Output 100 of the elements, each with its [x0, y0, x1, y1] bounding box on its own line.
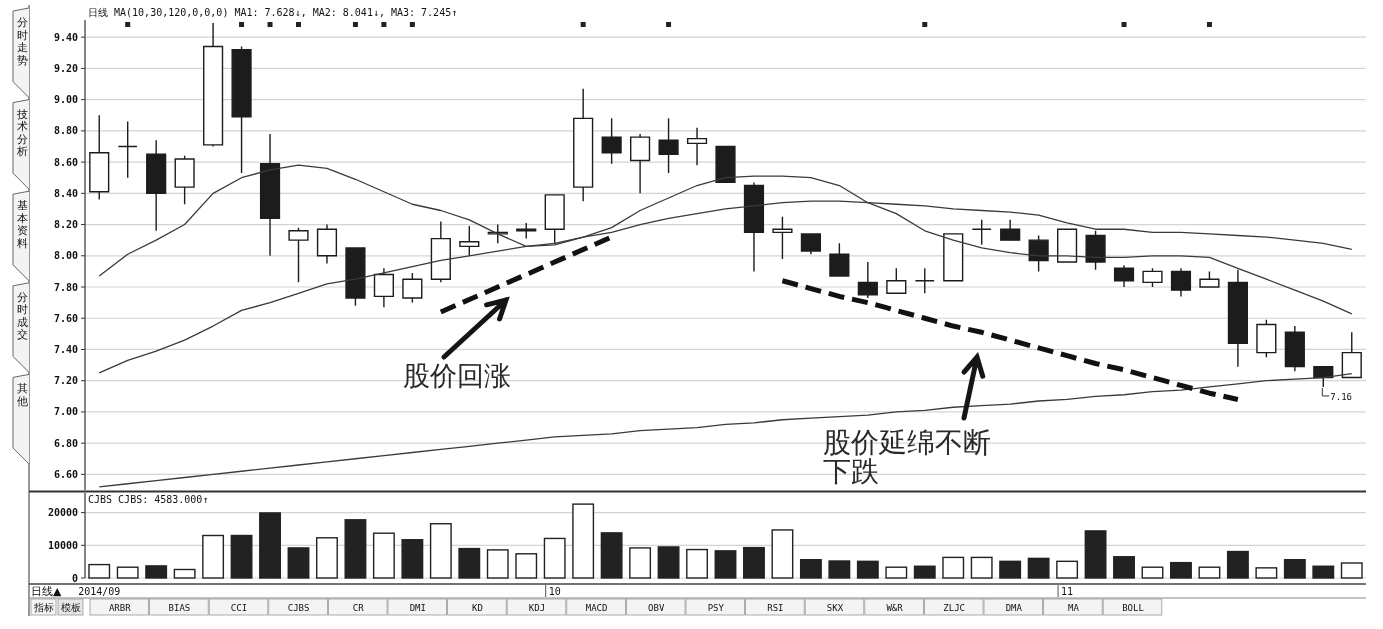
text: CR [352, 603, 365, 613]
annotation: 7.16 [1330, 391, 1352, 402]
y-tick-label: 7.80 [53, 281, 78, 293]
candlestick [772, 216, 793, 260]
candlestick [430, 220, 451, 284]
candlestick [857, 261, 878, 299]
y-tick-label: 10000 [47, 539, 78, 551]
text: BOLL [1122, 603, 1144, 613]
chart-title: 日线 MA(10,30,120,0,0,0) MA1: 7.628↓, MA2: 8.041↓, MA3: 7.245↑ [88, 7, 458, 18]
text: 基本资料 [16, 199, 28, 250]
candlestick [886, 267, 907, 294]
candlestick [345, 247, 366, 307]
y-tick-label: 0 [71, 572, 78, 584]
bar [1255, 567, 1278, 579]
text: PSY [707, 603, 725, 613]
bar [429, 523, 452, 579]
text: MACD [585, 603, 608, 613]
candlestick [1028, 234, 1049, 273]
candlestick [459, 225, 480, 257]
x-tick-label: 2014/09 [78, 586, 121, 597]
y-tick-label: 9.20 [53, 62, 78, 74]
text: KDJ [528, 603, 546, 613]
text: CCI [230, 603, 248, 613]
x-tick-label: 11 [1061, 586, 1074, 597]
bar [401, 539, 424, 579]
bar [230, 534, 253, 579]
text: CJBS [287, 603, 310, 613]
candlestick [630, 133, 651, 195]
text: ARBR [108, 603, 132, 613]
candlestick [402, 272, 423, 304]
bar [799, 558, 822, 579]
y-tick-label: 8.80 [53, 125, 78, 137]
bar [543, 537, 566, 579]
candlestick [1170, 267, 1192, 298]
bar [316, 537, 338, 579]
candlestick [117, 120, 138, 179]
text: SKX [826, 603, 844, 613]
candlestick [1142, 267, 1163, 288]
bar [970, 556, 993, 579]
bar [856, 560, 879, 579]
candlestick [1057, 228, 1078, 263]
bar [372, 532, 395, 579]
candlestick [715, 145, 736, 184]
text: RSI [767, 603, 784, 613]
candlestick [1085, 230, 1106, 271]
y-tick-label: 8.20 [53, 219, 78, 231]
bar [1056, 560, 1079, 579]
candlestick [573, 88, 594, 202]
candlestick [914, 267, 935, 294]
bar [942, 556, 965, 579]
text: W&R [886, 603, 904, 613]
bar [145, 565, 168, 579]
bar [600, 532, 623, 579]
bar [1113, 556, 1135, 579]
candlestick [1113, 264, 1135, 288]
candlestick [1000, 219, 1021, 241]
candlestick [146, 139, 167, 232]
text: 其他 [16, 382, 28, 408]
candlestick [658, 117, 679, 174]
bar [173, 568, 196, 579]
x-axis-title: 日线▲ [31, 585, 62, 598]
bar [1084, 530, 1107, 579]
bar [1198, 566, 1221, 579]
y-tick-label: 9.00 [53, 94, 78, 106]
bar [572, 503, 595, 579]
annotation: 股价回涨 [403, 361, 512, 391]
y-tick-label: 8.40 [53, 187, 78, 199]
y-tick-label: 9.40 [53, 31, 78, 43]
text: BIAS [168, 603, 191, 613]
y-tick-label: 7.40 [53, 343, 78, 355]
chart-title: CJBS CJBS: 4583.000↑ [88, 494, 209, 505]
candlestick [487, 223, 508, 244]
y-tick-label: 7.20 [53, 375, 78, 387]
text: ZLJC [943, 603, 966, 613]
bar [743, 546, 765, 579]
bar [515, 553, 538, 579]
bar [1141, 566, 1164, 579]
y-tick-label: 6.80 [53, 437, 78, 449]
candlestick [943, 233, 964, 282]
y-tick-label: 8.00 [53, 250, 78, 262]
text: DMI [409, 603, 426, 613]
text: KD [471, 603, 483, 613]
candlestick [971, 219, 992, 246]
bar [1170, 561, 1192, 579]
text: OBV [648, 603, 665, 613]
y-tick-label: 7.00 [53, 406, 78, 418]
bar [771, 529, 794, 579]
candlestick [174, 155, 195, 205]
bar [1283, 558, 1306, 579]
bar [885, 566, 908, 579]
bar [486, 549, 509, 579]
text: 指标 [32, 602, 54, 613]
text: 技术分析 [15, 107, 28, 159]
y-tick-label: 20000 [47, 507, 78, 519]
y-tick-label: 7.60 [53, 312, 78, 324]
bar [259, 512, 281, 579]
bar [913, 565, 936, 579]
text: DMA [1005, 603, 1023, 613]
annotation: 股价延绵不断下跌 [823, 427, 992, 489]
text: 分时成交 [16, 290, 28, 342]
